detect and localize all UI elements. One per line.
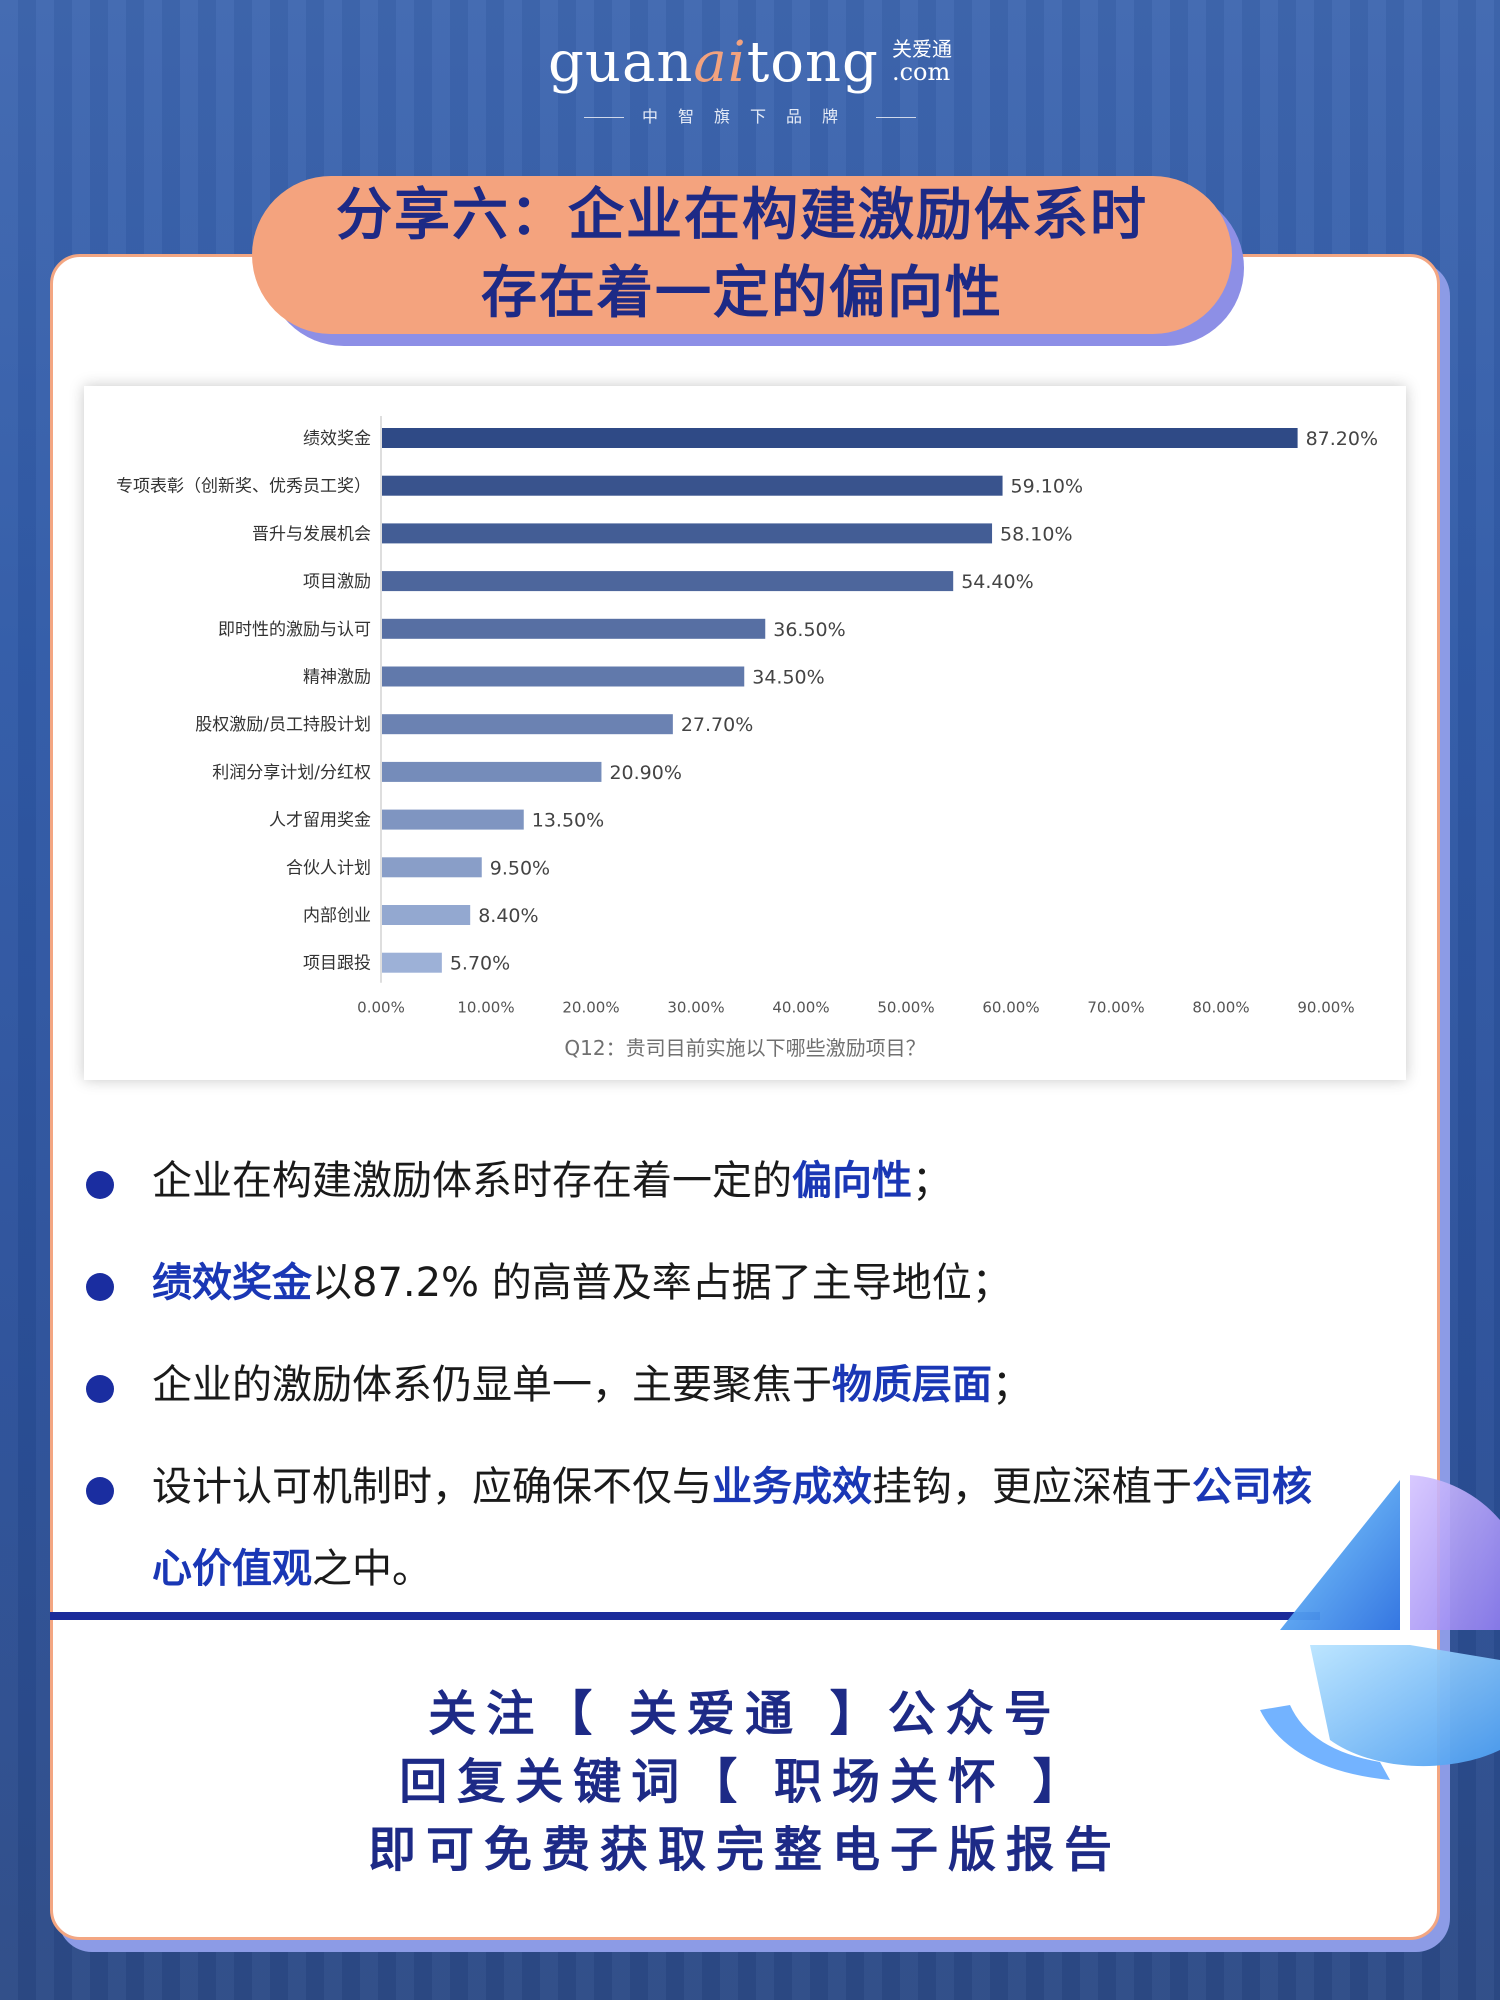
- category-label: 精神激励: [303, 668, 371, 688]
- bar: [382, 666, 745, 687]
- x-tick-label: 10.00%: [457, 999, 514, 1017]
- bullet-highlight: 偏向性: [792, 1158, 912, 1204]
- data-label: 9.50%: [490, 857, 550, 879]
- bar: [382, 571, 954, 592]
- x-tick-label: 60.00%: [982, 999, 1039, 1017]
- brand-cn: 关爱通 .com: [891, 37, 952, 87]
- category-label: 人才留用奖金: [269, 811, 371, 831]
- cta-line-3: 即可免费获取完整电子版报告: [367, 1822, 1122, 1878]
- bar: [382, 857, 482, 878]
- data-label: 20.90%: [609, 762, 681, 784]
- bullet-dot-icon: [86, 1477, 114, 1505]
- chart-caption: Q12：贵司目前实施以下哪些激励项目？: [564, 1036, 926, 1060]
- bar: [382, 475, 1003, 496]
- bar: [382, 809, 524, 830]
- data-label: 5.70%: [450, 953, 510, 975]
- x-tick-label: 50.00%: [877, 999, 934, 1017]
- bullet-dot-icon: [86, 1273, 114, 1301]
- page-title: 分享六：企业在构建激励体系时 存在着一定的偏向性: [252, 176, 1232, 334]
- bar: [382, 618, 766, 639]
- bullet-text: 企业的激励体系仍显单一，主要聚焦于: [152, 1362, 832, 1408]
- bullet-highlight: 业务成效: [712, 1464, 872, 1510]
- category-label: 即时性的激励与认可: [218, 620, 371, 640]
- call-to-action: 关注【 关爱通 】公众号 回复关键词【 职场关怀 】 即可免费获取完整电子版报告: [50, 1680, 1440, 1884]
- title-line-2: 存在着一定的偏向性: [481, 261, 1003, 326]
- brand-tagline: 中智旗下品牌: [0, 103, 1500, 127]
- category-label: 利润分享计划/分红权: [212, 763, 371, 783]
- bar: [382, 905, 471, 925]
- bullet-dot-icon: [86, 1375, 114, 1403]
- data-label: 27.70%: [681, 714, 753, 736]
- category-label: 项目激励: [303, 572, 371, 592]
- bullet-text: ；: [992, 1362, 1032, 1408]
- bullet-item: 绩效奖金以87.2% 的高普及率占据了主导地位；: [86, 1242, 1336, 1324]
- category-label: 股权激励/员工持股计划: [195, 715, 371, 735]
- x-tick-label: 90.00%: [1297, 999, 1354, 1017]
- data-label: 34.50%: [752, 667, 824, 689]
- divider: [50, 1612, 1320, 1620]
- x-tick-label: 70.00%: [1087, 999, 1144, 1017]
- bar: [382, 428, 1298, 448]
- bullet-item: 企业在构建激励体系时存在着一定的偏向性；: [86, 1140, 1336, 1222]
- bar: [382, 714, 673, 735]
- bullet-text: 设计认可机制时，应确保不仅与: [152, 1464, 712, 1510]
- data-label: 13.50%: [532, 810, 604, 832]
- category-label: 项目跟投: [303, 954, 371, 974]
- bullet-highlight: 公司核心价值观: [152, 1464, 1312, 1592]
- bullet-list: 企业在构建激励体系时存在着一定的偏向性； 绩效奖金以87.2% 的高普及率占据了主…: [86, 1140, 1336, 1630]
- data-label: 87.20%: [1306, 428, 1378, 450]
- bullet-item: 设计认可机制时，应确保不仅与业务成效挂钩，更应深植于公司核心价值观之中。: [86, 1446, 1336, 1610]
- bar: [382, 523, 993, 544]
- bullet-highlight: 物质层面: [832, 1362, 992, 1408]
- bar: [382, 761, 602, 782]
- data-label: 58.10%: [1000, 523, 1072, 545]
- bullet-dot-icon: [86, 1171, 114, 1199]
- category-label: 内部创业: [303, 906, 371, 926]
- cta-line-2: 回复关键词【 职场关怀 】: [399, 1754, 1091, 1810]
- data-label: 54.40%: [961, 571, 1033, 593]
- brand-wordmark: guanaitong: [548, 30, 879, 95]
- category-label: 绩效奖金: [303, 429, 371, 449]
- bullet-highlight: 绩效奖金: [152, 1260, 312, 1306]
- data-label: 59.10%: [1011, 476, 1083, 498]
- x-tick-label: 80.00%: [1192, 999, 1249, 1017]
- chart-svg: 绩效奖金 87.20% 专项表彰（创新奖、优秀员工奖） 59.10% 晋升与发展机会 58…: [116, 416, 1378, 1017]
- pie-chart-icon: [1260, 1475, 1500, 1780]
- x-tick-label: 20.00%: [562, 999, 619, 1017]
- data-label: 8.40%: [478, 905, 538, 927]
- bullet-text: 挂钩，更应深植于: [872, 1464, 1192, 1510]
- data-label: 36.50%: [773, 619, 845, 641]
- x-tick-label: 0.00%: [357, 999, 405, 1017]
- x-tick-label: 30.00%: [667, 999, 724, 1017]
- bar: [382, 952, 442, 973]
- category-label: 专项表彰（创新奖、优秀员工奖）: [116, 477, 371, 497]
- title-line-1: 分享六：企业在构建激励体系时: [336, 183, 1148, 248]
- bullet-text: ；: [912, 1158, 952, 1204]
- bar-chart: 绩效奖金 87.20% 专项表彰（创新奖、优秀员工奖） 59.10% 晋升与发展机会 58…: [84, 386, 1406, 1080]
- bullet-text: 以87.2% 的高普及率占据了主导地位；: [312, 1260, 1012, 1306]
- cta-line-1: 关注【 关爱通 】公众号: [428, 1686, 1062, 1742]
- bullet-text: 之中。: [312, 1546, 432, 1592]
- category-label: 合伙人计划: [286, 858, 371, 878]
- brand-logo: guanaitong 关爱通 .com 中智旗下品牌: [0, 30, 1500, 127]
- bullet-item: 企业的激励体系仍显单一，主要聚焦于物质层面；: [86, 1344, 1336, 1426]
- x-tick-label: 40.00%: [772, 999, 829, 1017]
- bullet-text: 企业在构建激励体系时存在着一定的: [152, 1158, 792, 1204]
- category-label: 晋升与发展机会: [252, 524, 371, 544]
